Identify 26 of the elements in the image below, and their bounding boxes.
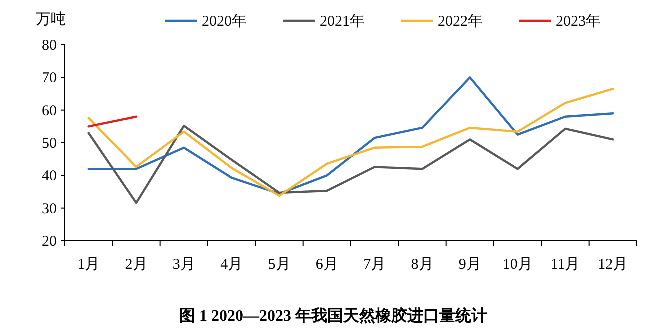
y-tick-label: 20 [42, 234, 57, 250]
y-tick-label: 50 [42, 136, 57, 152]
legend-label: 2021年 [320, 13, 365, 30]
x-tick-label: 3月 [172, 257, 196, 273]
y-tick-label: 70 [42, 70, 57, 87]
x-tick-label: 4月 [220, 257, 244, 273]
line-series [88, 124, 614, 204]
x-tick-label: 9月 [458, 257, 482, 273]
x-tick-label: 7月 [364, 257, 386, 273]
x-tick-label: 1月 [78, 257, 100, 273]
x-tick-label: 8月 [411, 257, 434, 273]
text: 图 1 2020—2023 年我国天然橡胶进口量统计 [180, 307, 488, 325]
x-tick-label: 5月 [268, 257, 291, 273]
x-tick-label: 2月 [125, 257, 148, 273]
y-tick-label: 60 [42, 103, 57, 120]
x-tick-label: 10月 [502, 257, 533, 273]
x-tick-label: 6月 [316, 257, 338, 273]
y-tick-label: 80 [42, 38, 57, 54]
legend-label: 2020年 [202, 13, 247, 30]
x-tick-label: 12月 [598, 257, 628, 273]
legend-label: 2023年 [556, 13, 601, 30]
legend-label: 2022年 [438, 13, 483, 30]
y-tick-label: 30 [42, 201, 57, 218]
y-tick-label: 40 [42, 168, 57, 185]
x-tick-label: 11月 [550, 257, 580, 273]
y-axis-title: 万吨 [36, 11, 66, 28]
